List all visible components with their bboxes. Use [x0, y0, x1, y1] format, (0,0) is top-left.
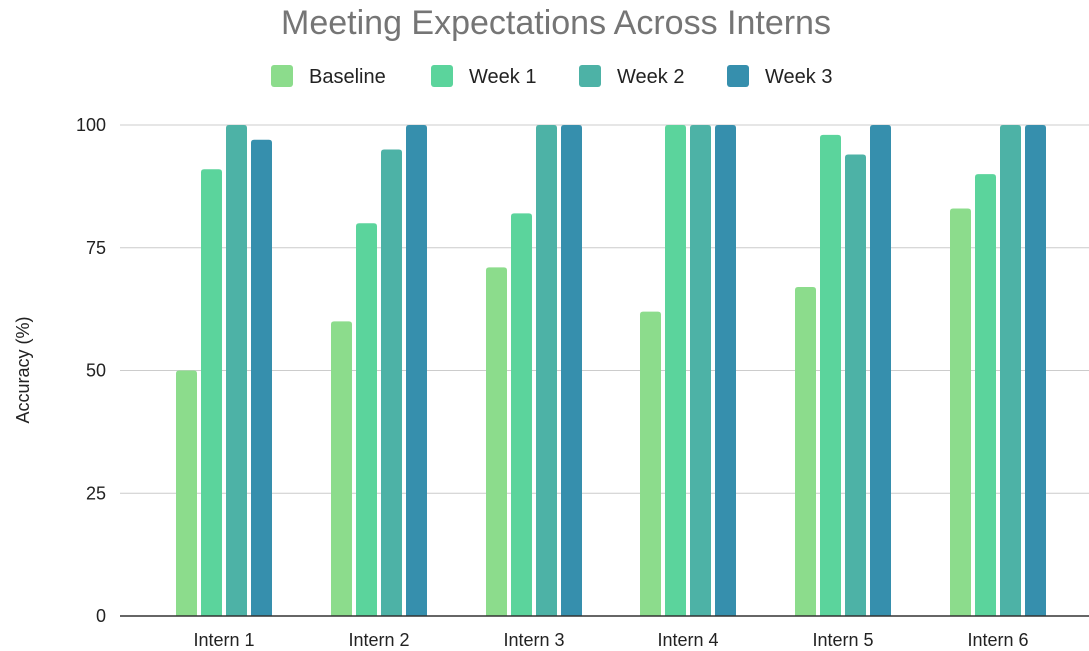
bar-intern-4-week-2 — [690, 125, 711, 616]
bar-intern-5-baseline — [795, 287, 816, 616]
bar-intern-6-week-1 — [975, 174, 996, 616]
y-axis-label: Accuracy (%) — [13, 316, 33, 423]
y-tick-label-75: 75 — [86, 238, 106, 258]
legend-item-week-1: Week 1 — [431, 65, 536, 88]
y-tick-label-100: 100 — [76, 115, 106, 135]
bar-intern-2-week-2 — [381, 149, 402, 617]
y-tick-label-0: 0 — [96, 606, 106, 626]
chart-title: Meeting Expectations Across Interns — [281, 4, 831, 42]
bar-group-intern-4 — [640, 125, 736, 616]
bar-intern-2-baseline — [331, 321, 352, 616]
bars — [176, 125, 1046, 617]
legend-item-baseline: Baseline — [271, 65, 386, 88]
bar-group-intern-5 — [795, 125, 891, 616]
legend-swatch-week-3 — [727, 65, 749, 87]
bar-intern-2-week-1 — [356, 223, 377, 616]
legend-item-week-2: Week 2 — [579, 65, 684, 88]
bar-group-intern-3 — [486, 125, 582, 616]
y-tick-label-25: 25 — [86, 483, 106, 503]
legend-swatch-baseline — [271, 65, 293, 87]
bar-intern-5-week-1 — [820, 134, 841, 616]
bar-intern-1-week-1 — [201, 169, 222, 616]
x-tick-label-intern-4: Intern 4 — [657, 630, 718, 650]
bar-intern-6-week-2 — [1000, 125, 1021, 616]
y-tick-label-50: 50 — [86, 361, 106, 381]
bar-intern-4-week-1 — [665, 125, 686, 616]
legend: Baseline Week 1 Week 2 Week 3 — [271, 65, 832, 88]
bar-intern-4-baseline — [640, 311, 661, 616]
x-axis-ticks: Intern 1 Intern 2 Intern 3 Intern 4 Intern 5… — [193, 630, 1028, 650]
legend-label-week-3: Week 3 — [765, 66, 832, 88]
bar-group-intern-6 — [950, 125, 1046, 616]
bar-intern-1-baseline — [176, 370, 197, 616]
x-tick-label-intern-3: Intern 3 — [503, 630, 564, 650]
legend-label-week-1: Week 1 — [469, 66, 536, 88]
legend-label-week-2: Week 2 — [617, 66, 684, 88]
bar-intern-3-baseline — [486, 267, 507, 616]
bar-intern-1-week-2 — [226, 125, 247, 616]
legend-swatch-week-2 — [579, 65, 601, 87]
bar-intern-5-week-3 — [870, 125, 891, 616]
x-tick-label-intern-5: Intern 5 — [812, 630, 873, 650]
legend-item-week-3: Week 3 — [727, 65, 832, 88]
legend-label-baseline: Baseline — [309, 66, 386, 88]
bar-intern-5-week-2 — [845, 154, 866, 616]
x-tick-label-intern-6: Intern 6 — [967, 630, 1028, 650]
bar-intern-6-baseline — [950, 208, 971, 616]
bar-intern-4-week-3 — [715, 125, 736, 616]
bar-intern-3-week-1 — [511, 213, 532, 616]
gridlines — [120, 124, 1089, 494]
legend-swatch-week-1 — [431, 65, 453, 87]
x-tick-label-intern-1: Intern 1 — [193, 630, 254, 650]
bar-intern-3-week-3 — [561, 125, 582, 616]
x-tick-label-intern-2: Intern 2 — [348, 630, 409, 650]
bar-group-intern-1 — [176, 125, 272, 617]
bar-intern-3-week-2 — [536, 125, 557, 616]
bar-intern-6-week-3 — [1025, 125, 1046, 616]
bar-intern-1-week-3 — [251, 139, 272, 617]
y-axis-ticks: 0 25 50 75 100 — [76, 115, 106, 626]
bar-group-intern-2 — [331, 125, 427, 617]
bar-intern-2-week-3 — [406, 125, 427, 616]
